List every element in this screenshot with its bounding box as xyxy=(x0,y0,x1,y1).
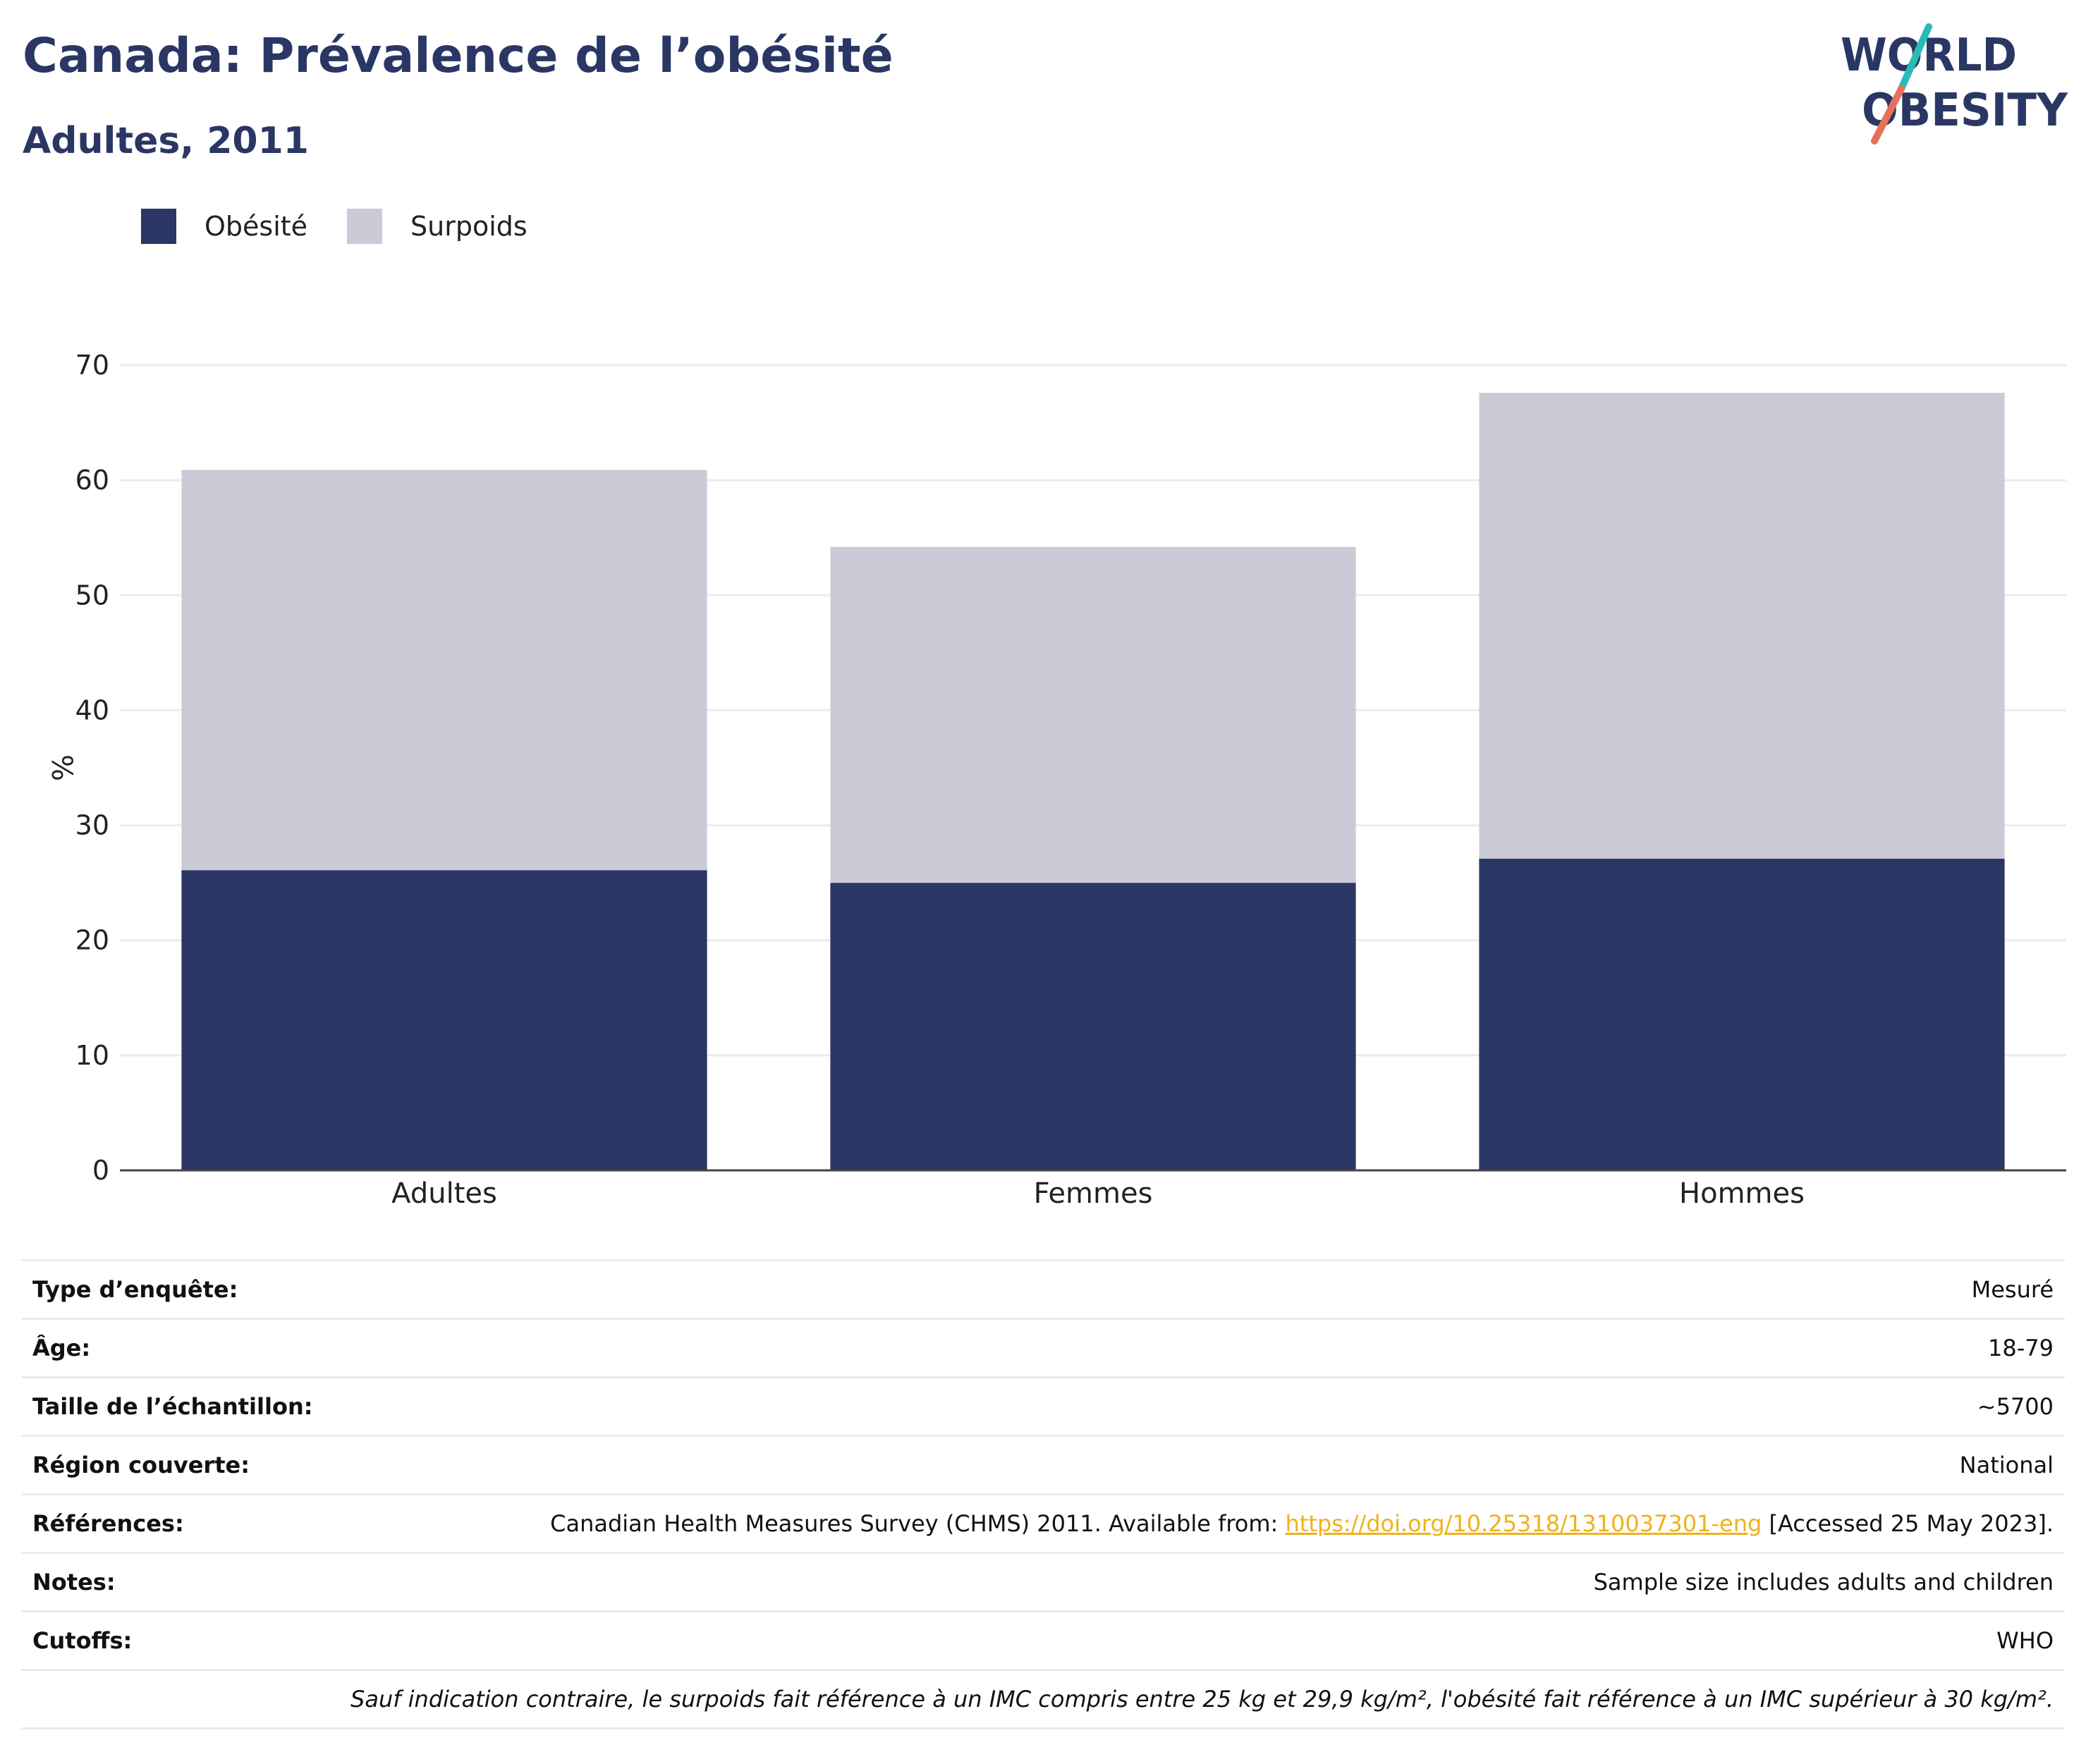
y-axis-label: % xyxy=(45,754,78,781)
bar-overweight-femmes xyxy=(830,546,1356,883)
info-table: Type d’enquête: Mesuré Âge: 18-79 Taille… xyxy=(21,1259,2065,1729)
info-label: Région couverte: xyxy=(21,1435,537,1495)
y-tick-label: 30 xyxy=(75,810,109,841)
logo-text-world: WORLD xyxy=(1841,30,2017,82)
bar-obesity-hommes xyxy=(1479,858,2005,1170)
info-label: Âge: xyxy=(21,1318,537,1378)
y-tick-label: 60 xyxy=(75,465,109,496)
info-row-footnote: Sauf indication contraire, le surpoids f… xyxy=(21,1669,2065,1729)
info-value: 18-79 xyxy=(537,1318,2065,1378)
info-value: Mesuré xyxy=(537,1259,2065,1319)
bar-overweight-hommes xyxy=(1479,393,2005,859)
info-value: WHO xyxy=(537,1610,2065,1670)
reference-link[interactable]: https://doi.org/10.25318/1310037301-eng xyxy=(1285,1510,1762,1537)
chart-legend: Obésité Surpoids xyxy=(141,209,567,244)
x-tick-label: Hommes xyxy=(1679,1177,1805,1210)
info-row-region: Région couverte: National xyxy=(21,1435,2065,1495)
y-tick-label: 40 xyxy=(75,694,109,725)
chart-subtitle: Adultes, 2011 xyxy=(23,120,309,162)
y-tick-label: 10 xyxy=(75,1040,109,1071)
y-tick-label: 20 xyxy=(75,925,109,956)
info-row-sample-size: Taille de l’échantillon: ~5700 xyxy=(21,1376,2065,1436)
info-label: Taille de l’échantillon: xyxy=(21,1376,537,1436)
y-tick-label: 70 xyxy=(75,350,109,381)
legend-swatch-overweight xyxy=(347,209,383,244)
chart-title: Canada: Prévalence de l’obésité xyxy=(23,28,893,84)
logo-slash-teal xyxy=(1898,23,1932,92)
info-value: National xyxy=(537,1435,2065,1495)
bar-overweight-adultes xyxy=(181,470,707,871)
footnote: Sauf indication contraire, le surpoids f… xyxy=(21,1669,2065,1729)
info-row-survey-type: Type d’enquête: Mesuré xyxy=(21,1259,2065,1319)
legend-item-overweight[interactable]: Surpoids xyxy=(347,209,527,244)
info-value: Canadian Health Measures Survey (CHMS) 2… xyxy=(537,1493,2065,1553)
info-row-notes: Notes: Sample size includes adults and c… xyxy=(21,1552,2065,1612)
info-row-age: Âge: 18-79 xyxy=(21,1318,2065,1378)
y-tick-label: 50 xyxy=(75,580,109,611)
bar-obesity-femmes xyxy=(830,883,1356,1170)
logo-slash-coral xyxy=(1871,85,1905,145)
x-tick-label: Femmes xyxy=(1034,1177,1153,1210)
info-label: Notes: xyxy=(21,1552,537,1612)
bar-obesity-adultes xyxy=(181,870,707,1170)
info-value: Sample size includes adults and children xyxy=(537,1552,2065,1612)
info-row-cutoffs: Cutoffs: WHO xyxy=(21,1610,2065,1670)
y-tick-label: 0 xyxy=(92,1155,109,1186)
legend-swatch-obesity xyxy=(141,209,176,244)
info-label: Références: xyxy=(21,1493,537,1553)
legend-item-obesity[interactable]: Obésité xyxy=(141,209,307,244)
info-label: Type d’enquête: xyxy=(21,1259,537,1319)
reference-accessed: [Accessed 25 May 2023]. xyxy=(1762,1510,2054,1537)
world-obesity-logo: WORLD OBESITY xyxy=(1841,23,2068,145)
legend-label-obesity: Obésité xyxy=(205,211,308,242)
legend-label-overweight: Surpoids xyxy=(410,211,527,242)
stacked-bar-chart: 0 10 20 30 40 50 60 70% Adultes Femmes Hommes xyxy=(45,350,2066,1210)
x-tick-label: Adultes xyxy=(391,1177,497,1210)
reference-text: Canadian Health Measures Survey (CHMS) 2… xyxy=(550,1510,1286,1537)
info-row-references: Références: Canadian Health Measures Sur… xyxy=(21,1493,2065,1553)
info-label: Cutoffs: xyxy=(21,1610,537,1670)
info-value: ~5700 xyxy=(537,1376,2065,1436)
